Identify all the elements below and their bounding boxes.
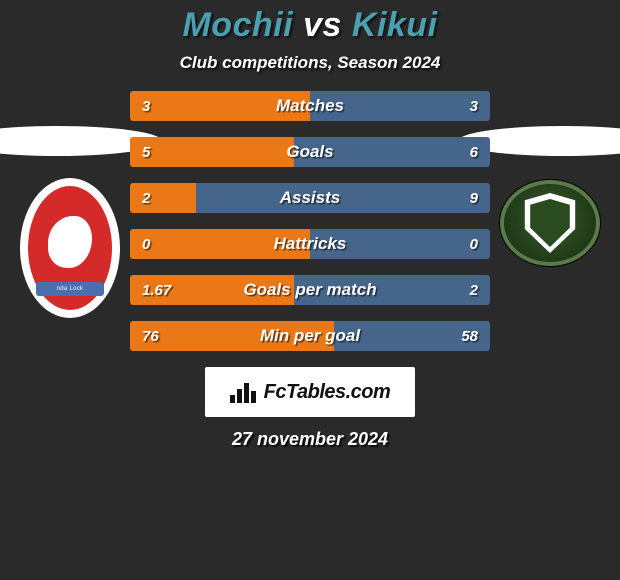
stat-bar-left [130,229,310,259]
stat-bar-left [130,275,294,305]
stat-bar-left [130,321,334,351]
stat-bar [130,275,490,305]
stat-bar [130,321,490,351]
stat-bar [130,183,490,213]
date-text: 27 november 2024 [0,429,620,450]
crest-left-strip: nda Lock [36,282,104,296]
infographic-root: Mochii vs Kikui Club competitions, Seaso… [0,0,620,580]
team-crest-left-inner: nda Lock [28,186,112,310]
subtitle: Club competitions, Season 2024 [0,53,620,73]
bar-chart-icon [230,381,258,403]
branding-text: FcTables.com [264,381,391,404]
stat-bar-left [130,183,196,213]
title-player1: Mochii [182,6,293,44]
stat-bar-left [130,137,294,167]
stat-row: 1.672Goals per match [130,275,490,305]
branding-box: FcTables.com [205,367,415,417]
stat-row: 7658Min per goal [130,321,490,351]
stat-bar [130,229,490,259]
title-player2: Kikui [352,6,438,44]
team-crest-left: nda Lock [20,178,120,318]
stat-bar [130,91,490,121]
stat-bar-right [294,275,490,305]
stat-row: 00Hattricks [130,229,490,259]
stat-bar [130,137,490,167]
stats-container: 33Matches 56Goals 29Assists 00Hattricks 1.67… [130,91,490,351]
title-vs: vs [303,6,342,44]
stat-bar-right [294,137,490,167]
stat-bar-right [334,321,490,351]
stat-bar-right [310,229,490,259]
crane-icon [48,216,92,268]
shield-icon [522,193,578,253]
stat-bar-left [130,91,310,121]
stat-row: 29Assists [130,183,490,213]
stat-bar-right [310,91,490,121]
stat-row: 56Goals [130,137,490,167]
stat-row: 33Matches [130,91,490,121]
shield-inner [528,199,572,247]
team-crest-right [500,180,600,266]
stat-bar-right [196,183,490,213]
title: Mochii vs Kikui [0,6,620,45]
